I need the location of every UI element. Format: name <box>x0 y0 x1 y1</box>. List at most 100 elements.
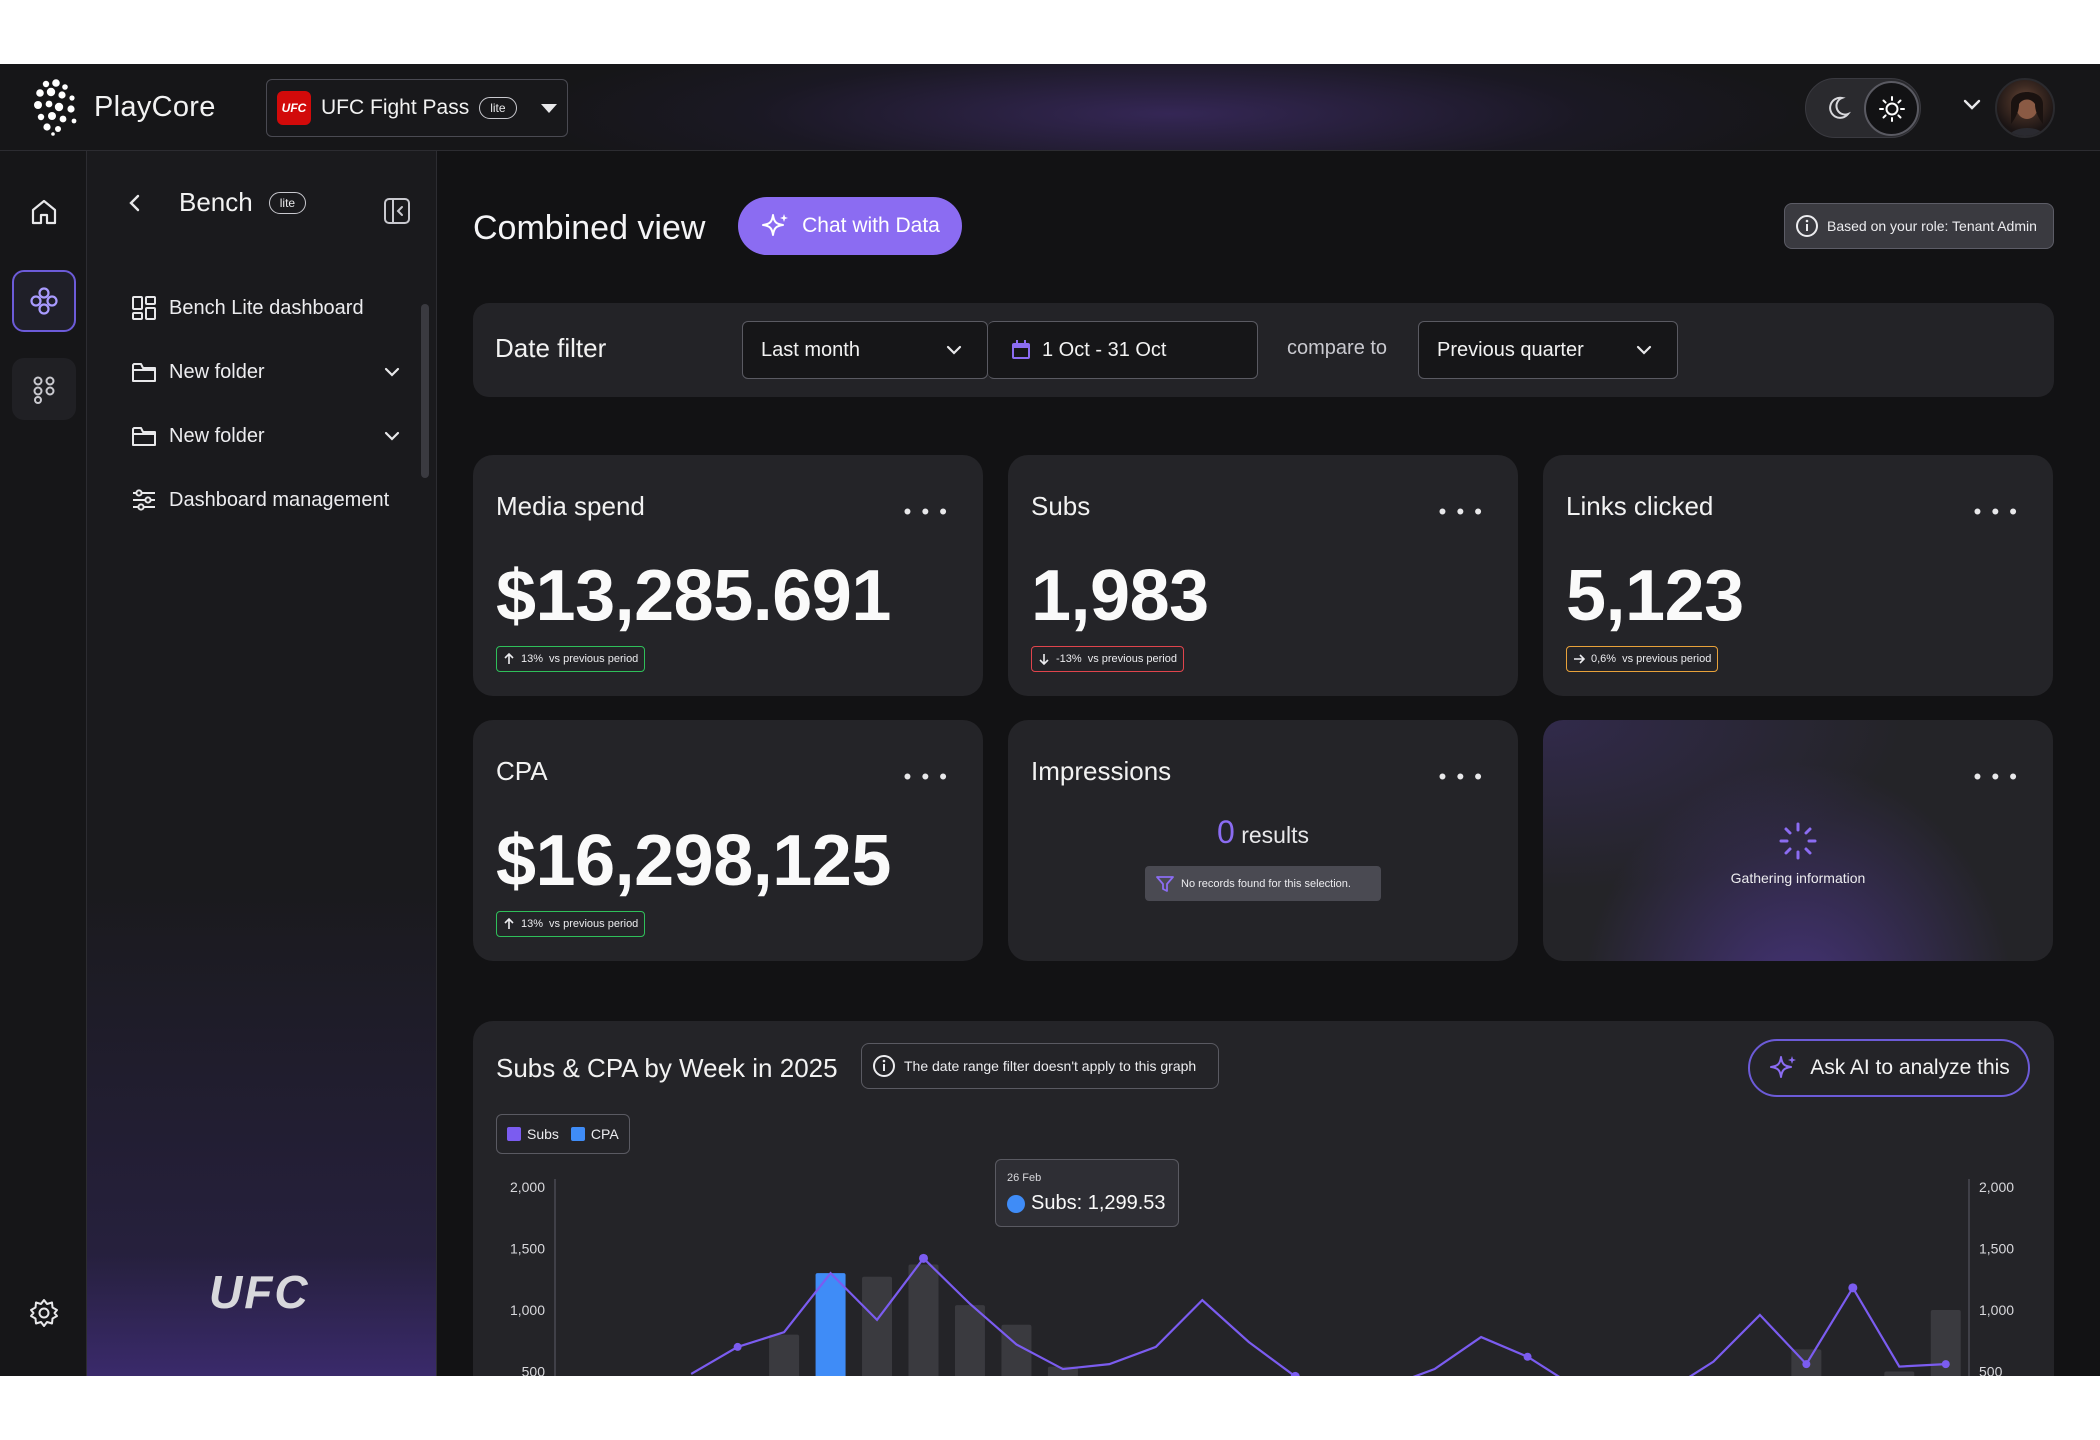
kpi-card-cpa: CPA • • • $16,298,125 13% vs previous pe… <box>473 720 983 961</box>
kpi-card-media-spend: Media spend • • • $13,285.691 13% vs pre… <box>473 455 983 696</box>
sun-button[interactable] <box>1864 81 1919 136</box>
y-tick-label-left: 1,000 <box>510 1302 545 1318</box>
arrow-up-icon <box>504 653 514 664</box>
brand-name: PlayCore <box>94 90 216 123</box>
chart-tooltip: 26 Feb Subs: 1,299.53 <box>995 1159 1179 1227</box>
app-window: PlayCore UFC UFC Fight Pass lite <box>0 64 2100 1376</box>
card-title: Subs <box>1031 491 1091 521</box>
card-menu-icon[interactable]: • • • <box>1973 499 2019 524</box>
chat-button-label: Chat with Data <box>802 214 940 237</box>
user-avatar[interactable] <box>1995 78 2055 138</box>
sidebar-item-new-folder-1[interactable]: New folder <box>131 359 401 385</box>
sidebar-item-dashboard-management[interactable]: Dashboard management <box>131 487 401 513</box>
no-records-badge: No records found for this selection. <box>1145 866 1381 901</box>
chevron-down-icon[interactable] <box>383 430 401 442</box>
empty-results: 0 results <box>1008 814 1518 851</box>
brand-logo[interactable]: PlayCore <box>32 78 216 136</box>
sidebar-item-bench-lite-dashboard[interactable]: Bench Lite dashboard <box>131 295 401 321</box>
kpi-card-links-clicked: Links clicked • • • 5,123 0,6% vs previo… <box>1543 455 2053 696</box>
kpi-card-loading: • • • Gathering information <box>1543 720 2053 961</box>
filter-icon <box>1156 875 1174 892</box>
chevron-down-icon <box>1636 345 1652 355</box>
delta-value: -13% <box>1056 653 1082 665</box>
tenant-name: UFC Fight Pass <box>321 96 470 119</box>
delta-value: 13% <box>521 918 544 930</box>
avatar-portrait-icon <box>2008 92 2046 136</box>
chart-legend: Subs CPA <box>496 1114 630 1154</box>
loading-spinner-icon <box>1779 822 1817 860</box>
delta-value: 13% <box>521 653 544 665</box>
back-chevron-icon[interactable] <box>127 193 143 213</box>
rail-settings[interactable] <box>12 1282 76 1344</box>
ufc-logo: UFC <box>209 1266 310 1318</box>
card-menu-icon[interactable]: • • • <box>903 499 949 524</box>
chat-with-data-button[interactable]: Chat with Data <box>738 197 962 255</box>
tooltip-dot-icon <box>1007 1194 1025 1213</box>
nav-rail <box>0 151 87 1376</box>
subs-cpa-chart[interactable]: 2,000 1,500 1,000 500 2,000 1,500 1,000 500 <box>473 1021 2054 1376</box>
sparkle-icon <box>762 214 789 236</box>
sidebar-item-new-folder-2[interactable]: New folder <box>131 423 401 449</box>
card-menu-icon[interactable]: • • • <box>1973 764 2019 789</box>
date-filter-label: Date filter <box>495 333 607 363</box>
chart-note: The date range filter doesn't apply to t… <box>861 1043 1219 1089</box>
tooltip-text: Subs: 1,299.53 <box>1031 1192 1166 1214</box>
rail-home[interactable] <box>12 181 76 243</box>
chevron-down-icon[interactable] <box>383 366 401 378</box>
delta-badge: 13% vs previous period <box>496 911 646 937</box>
y-tick-label-right: 2,000 <box>1979 1179 2014 1195</box>
cpa-bar <box>908 1264 939 1376</box>
card-value: 1,983 <box>1031 556 1209 636</box>
compare-period-select[interactable]: Previous quarter <box>1418 321 1678 379</box>
role-badge-text: Based on your role: Tenant Admin <box>1827 218 2037 234</box>
theme-toggle[interactable] <box>1805 78 1921 138</box>
top-bar-glow <box>520 64 1820 150</box>
y-tick-label-right: 1,500 <box>1979 1241 2014 1257</box>
sidebar-scrollbar[interactable] <box>421 304 429 478</box>
cpa-bar <box>862 1276 893 1376</box>
date-range-input[interactable]: 1 Oct - 31 Oct <box>988 321 1258 379</box>
period-select[interactable]: Last month <box>742 321 988 379</box>
cpa-bar <box>769 1334 800 1376</box>
legend-label-subs[interactable]: Subs <box>527 1126 559 1142</box>
ufc-badge-icon: UFC <box>277 91 311 125</box>
cpa-bar <box>1884 1371 1915 1376</box>
card-menu-icon[interactable]: • • • <box>1438 499 1484 524</box>
folder-icon <box>132 363 156 382</box>
chart-note-text: The date range filter doesn't apply to t… <box>904 1058 1197 1074</box>
subs-point <box>733 1342 742 1351</box>
tooltip-date: 26 Feb <box>1007 1172 1042 1184</box>
delta-value: 0,6% <box>1591 653 1617 665</box>
sun-icon <box>1878 95 1905 122</box>
ask-ai-button[interactable]: Ask AI to analyze this <box>1748 1039 2030 1097</box>
moon-icon[interactable] <box>1826 95 1852 121</box>
collapse-sidebar-icon[interactable] <box>383 197 411 225</box>
sparkle-icon <box>1770 1056 1797 1078</box>
tenant-selector[interactable]: UFC UFC Fight Pass lite <box>266 79 568 137</box>
subs-line <box>690 1256 1946 1376</box>
calendar-icon <box>1012 340 1030 359</box>
card-menu-icon[interactable]: • • • <box>903 764 949 789</box>
arrow-up-icon <box>504 918 514 929</box>
chevron-down-icon <box>946 345 962 355</box>
folder-icon <box>132 427 156 446</box>
card-menu-icon[interactable]: • • • <box>1438 764 1484 789</box>
delta-text: vs previous period <box>1622 653 1712 665</box>
subs-point <box>1848 1283 1858 1293</box>
no-records-text: No records found for this selection. <box>1181 877 1351 890</box>
chart-card: 2,000 1,500 1,000 500 2,000 1,500 1,000 500 Sub… <box>473 1021 2054 1376</box>
dashboard-icon <box>132 296 156 320</box>
card-title: Impressions <box>1031 756 1172 786</box>
sliders-icon <box>133 489 155 511</box>
rail-workspace[interactable] <box>12 270 76 332</box>
apps-icon <box>33 376 55 404</box>
cpa-bar-highlight <box>815 1273 846 1376</box>
subs-point <box>1523 1352 1532 1361</box>
legend-label-cpa[interactable]: CPA <box>590 1126 619 1142</box>
arrow-right-icon <box>1574 654 1585 664</box>
compare-select-value: Previous quarter <box>1437 338 1584 361</box>
delta-text: vs previous period <box>1087 653 1177 665</box>
rail-apps[interactable] <box>12 358 76 420</box>
user-menu-chevron-icon[interactable] <box>1962 98 1982 112</box>
info-icon <box>1796 215 1818 237</box>
